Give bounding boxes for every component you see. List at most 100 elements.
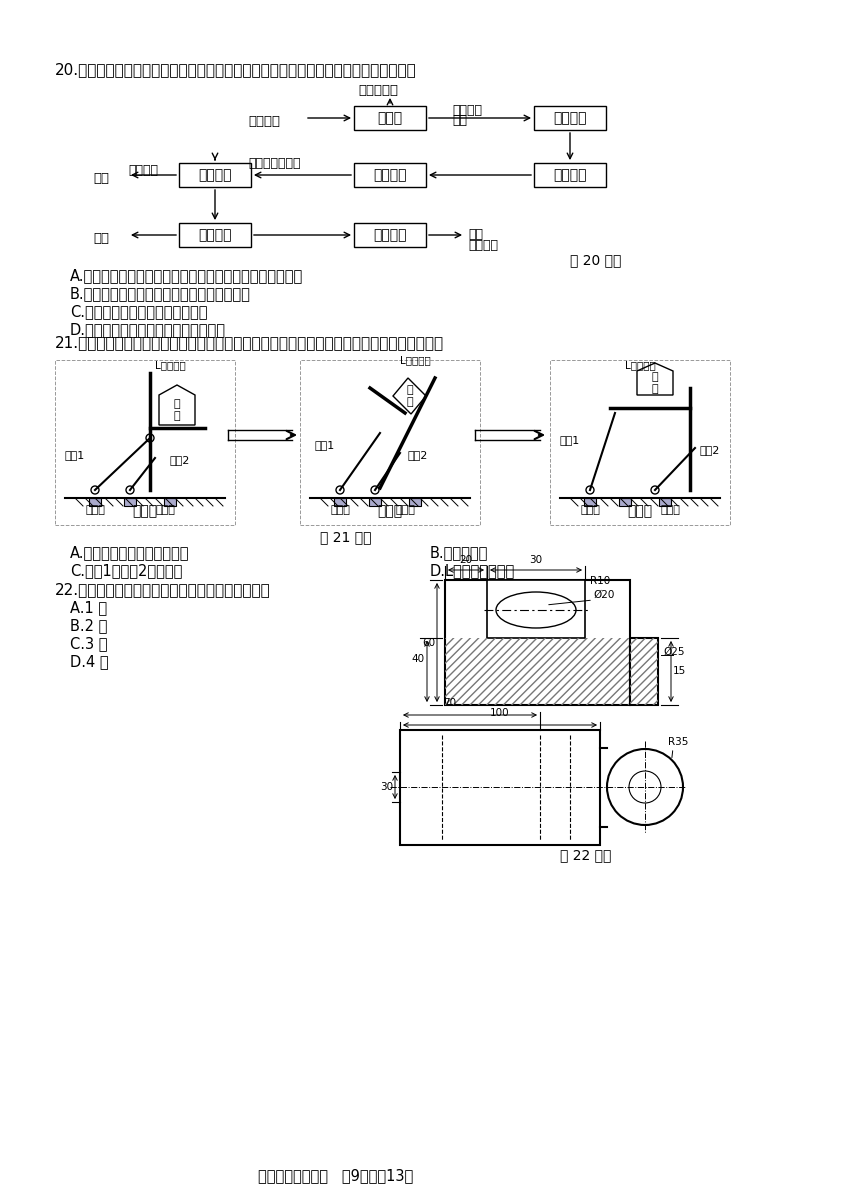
Text: 液压杆: 液压杆 <box>395 505 415 515</box>
Bar <box>369 498 381 505</box>
Polygon shape <box>159 385 195 426</box>
Bar <box>400 730 600 845</box>
Bar <box>630 638 658 704</box>
Ellipse shape <box>496 592 576 628</box>
Text: 70: 70 <box>444 699 457 708</box>
Circle shape <box>586 486 594 493</box>
Bar <box>179 223 251 247</box>
Polygon shape <box>637 364 673 395</box>
Text: 二级粉碎: 二级粉碎 <box>553 168 587 182</box>
Text: 第 22 题图: 第 22 题图 <box>560 848 611 862</box>
Text: R35: R35 <box>668 737 688 747</box>
Text: L型翻转台: L型翻转台 <box>625 360 655 370</box>
Bar <box>334 498 346 505</box>
Text: Ø20: Ø20 <box>593 590 614 600</box>
Text: L型翻转台: L型翻转台 <box>155 360 186 370</box>
Text: 一级粉碎: 一级粉碎 <box>553 111 587 125</box>
Text: A.1 处: A.1 处 <box>70 600 108 615</box>
Text: 未完全剥离的料: 未完全剥离的料 <box>248 157 300 170</box>
Text: 脉冲集尘: 脉冲集尘 <box>199 228 231 242</box>
Text: 20: 20 <box>459 555 472 565</box>
Bar <box>619 498 631 505</box>
Text: 预处理: 预处理 <box>378 111 402 125</box>
Text: 固定点: 固定点 <box>85 505 105 515</box>
Text: C.3 处: C.3 处 <box>70 637 108 651</box>
Text: 40: 40 <box>412 654 425 664</box>
Text: 连杆2: 连杆2 <box>700 445 721 455</box>
Text: D.4 处: D.4 处 <box>70 654 108 669</box>
Text: D.L型翻转台受弯曲: D.L型翻转台受弯曲 <box>430 563 515 578</box>
Bar <box>659 498 671 505</box>
Bar <box>445 581 630 704</box>
Text: 100: 100 <box>490 708 510 718</box>
Bar <box>164 498 176 505</box>
Text: A.设计该流程时，明确了流程的目标后，就能够画出流程图: A.设计该流程时，明确了流程的目标后，就能够画出流程图 <box>70 268 304 283</box>
Text: 废电路板: 废电路板 <box>248 114 280 128</box>
Text: 固定点: 固定点 <box>330 505 350 515</box>
Text: 60: 60 <box>422 638 435 647</box>
Bar <box>550 360 730 524</box>
Text: 货
柜: 货 柜 <box>652 372 658 393</box>
Text: L型翻转台: L型翻转台 <box>400 355 431 365</box>
Circle shape <box>91 486 99 493</box>
Text: 15: 15 <box>673 666 686 677</box>
Text: 基板: 基板 <box>452 114 467 128</box>
Circle shape <box>371 486 379 493</box>
Text: A.固定点与连接杆均为铰连接: A.固定点与连接杆均为铰连接 <box>70 545 189 560</box>
Text: 第 21 题图: 第 21 题图 <box>320 530 372 544</box>
Text: 21.如图所示为某物料翻转系统，液压杆作为翻转动力。翻转物料过程中，下列分析不正确的是: 21.如图所示为某物料翻转系统，液压杆作为翻转动力。翻转物料过程中，下列分析不正… <box>55 335 444 350</box>
Bar <box>124 498 136 505</box>
Text: 静电分选: 静电分选 <box>373 228 407 242</box>
Bar <box>487 581 585 638</box>
Bar <box>354 223 426 247</box>
Text: 物
料: 物 料 <box>407 385 414 406</box>
Bar <box>409 498 421 505</box>
Circle shape <box>651 486 659 493</box>
Text: 连杆2: 连杆2 <box>170 455 190 465</box>
Bar <box>630 638 658 704</box>
Text: 30: 30 <box>530 555 543 565</box>
Text: 30: 30 <box>380 782 393 791</box>
Text: 高三联考技术试题   第9页／共13页: 高三联考技术试题 第9页／共13页 <box>258 1168 414 1182</box>
Text: D.为节省工期，可以省去脉冲集尘环节: D.为节省工期，可以省去脉冲集尘环节 <box>70 322 226 337</box>
Bar <box>354 106 426 130</box>
Bar <box>534 106 606 130</box>
Circle shape <box>126 486 134 493</box>
Bar <box>445 638 630 704</box>
Text: 连杆1: 连杆1 <box>560 435 580 445</box>
Text: 下脚料、: 下脚料、 <box>452 104 482 117</box>
Bar <box>534 163 606 187</box>
Circle shape <box>146 434 154 442</box>
Text: 翻转前: 翻转前 <box>132 504 157 519</box>
Text: Ø25: Ø25 <box>663 647 685 657</box>
Text: 气体: 气体 <box>93 232 109 246</box>
Bar <box>300 360 480 524</box>
Bar <box>89 498 101 505</box>
Bar <box>179 163 251 187</box>
Text: 第 20 题图: 第 20 题图 <box>570 253 622 267</box>
Text: 三级粉碎: 三级粉碎 <box>373 168 407 182</box>
Text: 电子元器件: 电子元器件 <box>358 83 398 97</box>
Text: R10: R10 <box>590 576 611 586</box>
Text: 连杆1: 连杆1 <box>64 451 85 460</box>
Text: C.连杆1和连杆2均受弯曲: C.连杆1和连杆2均受弯曲 <box>70 563 182 578</box>
Circle shape <box>336 486 344 493</box>
Text: 翻转中: 翻转中 <box>378 504 402 519</box>
Text: 连杆1: 连杆1 <box>315 440 335 451</box>
Text: 液压杆: 液压杆 <box>660 505 680 515</box>
Bar <box>55 360 235 524</box>
Text: 22.如图所示是某零件的视图，图中存在的错误共有: 22.如图所示是某零件的视图，图中存在的错误共有 <box>55 582 271 597</box>
Text: 20.如图所示是某厂分解回收废电路板的工艺流程图。下列对该流程的分析中，正确的是: 20.如图所示是某厂分解回收废电路板的工艺流程图。下列对该流程的分析中，正确的是 <box>55 62 417 77</box>
Text: 固定点: 固定点 <box>580 505 600 515</box>
Text: B.液压杆受压: B.液压杆受压 <box>430 545 488 560</box>
Text: 液压杆: 液压杆 <box>155 505 175 515</box>
Text: B.2 处: B.2 处 <box>70 617 108 633</box>
Text: 连杆2: 连杆2 <box>408 451 428 460</box>
Text: 清洁空气: 清洁空气 <box>128 164 158 176</box>
Text: 金属: 金属 <box>468 228 483 241</box>
Polygon shape <box>393 378 426 414</box>
Text: 翻转后: 翻转后 <box>628 504 653 519</box>
Text: 树脂粉末: 树脂粉末 <box>468 240 498 252</box>
Bar <box>584 498 596 505</box>
Bar <box>354 163 426 187</box>
